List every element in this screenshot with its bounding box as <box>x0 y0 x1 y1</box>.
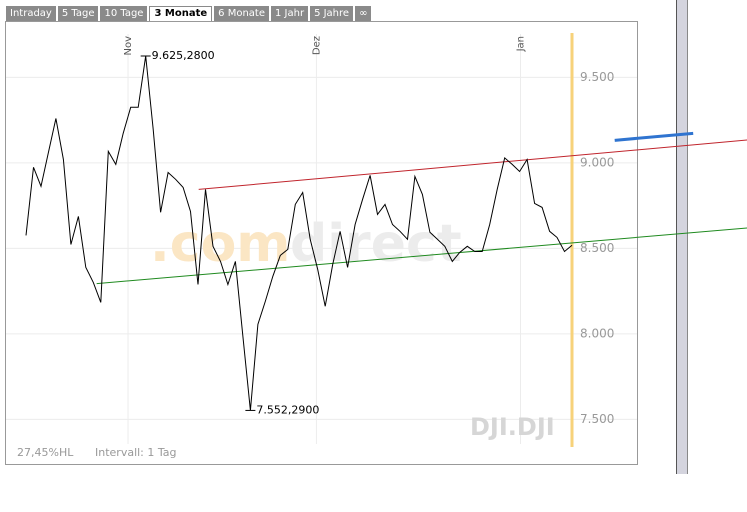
trend-line <box>96 227 747 285</box>
side-scroll <box>676 0 688 474</box>
y-tick-label: 8.000 <box>580 326 614 340</box>
y-tick-label: 7.500 <box>580 412 614 426</box>
annotation-label: 9.625,2800 <box>152 49 215 62</box>
footer-text: Intervall: 1 Tag <box>95 446 177 459</box>
watermark: .com <box>150 214 291 274</box>
symbol-label: DJI.DJI <box>470 413 555 441</box>
range-tab[interactable]: 6 Monate <box>214 6 269 21</box>
tab-bar: Intraday 5 Tage 10 Tage 3 Monate 6 Monate 1 J… <box>6 6 373 21</box>
range-tab[interactable]: 3 Monate <box>149 6 213 21</box>
y-tick-label: 9.000 <box>580 155 614 169</box>
chart-frame <box>5 21 638 465</box>
x-tick-label: Dez <box>311 36 322 55</box>
range-tab[interactable]: Intraday <box>6 6 56 21</box>
watermark: direct <box>290 214 462 274</box>
range-tab[interactable]: 1 Jahr <box>270 6 309 21</box>
y-tick-label: 9.500 <box>580 70 614 84</box>
range-tab[interactable]: 10 Tage <box>100 6 148 21</box>
footer-text: 27,45%HL <box>17 446 74 459</box>
trend-line <box>614 131 694 142</box>
annotation-label: 7.552,2900 <box>256 403 319 416</box>
grid <box>6 34 637 444</box>
trend-line <box>198 139 747 190</box>
range-tab[interactable]: 5 Jahre <box>310 6 354 21</box>
price-line <box>25 55 573 411</box>
x-tick-label: Jan <box>516 36 527 52</box>
x-tick-label: Nov <box>123 36 134 56</box>
range-tab[interactable]: ∞ <box>355 6 372 21</box>
range-tab[interactable]: 5 Tage <box>57 6 99 21</box>
y-tick-label: 8.500 <box>580 241 614 255</box>
